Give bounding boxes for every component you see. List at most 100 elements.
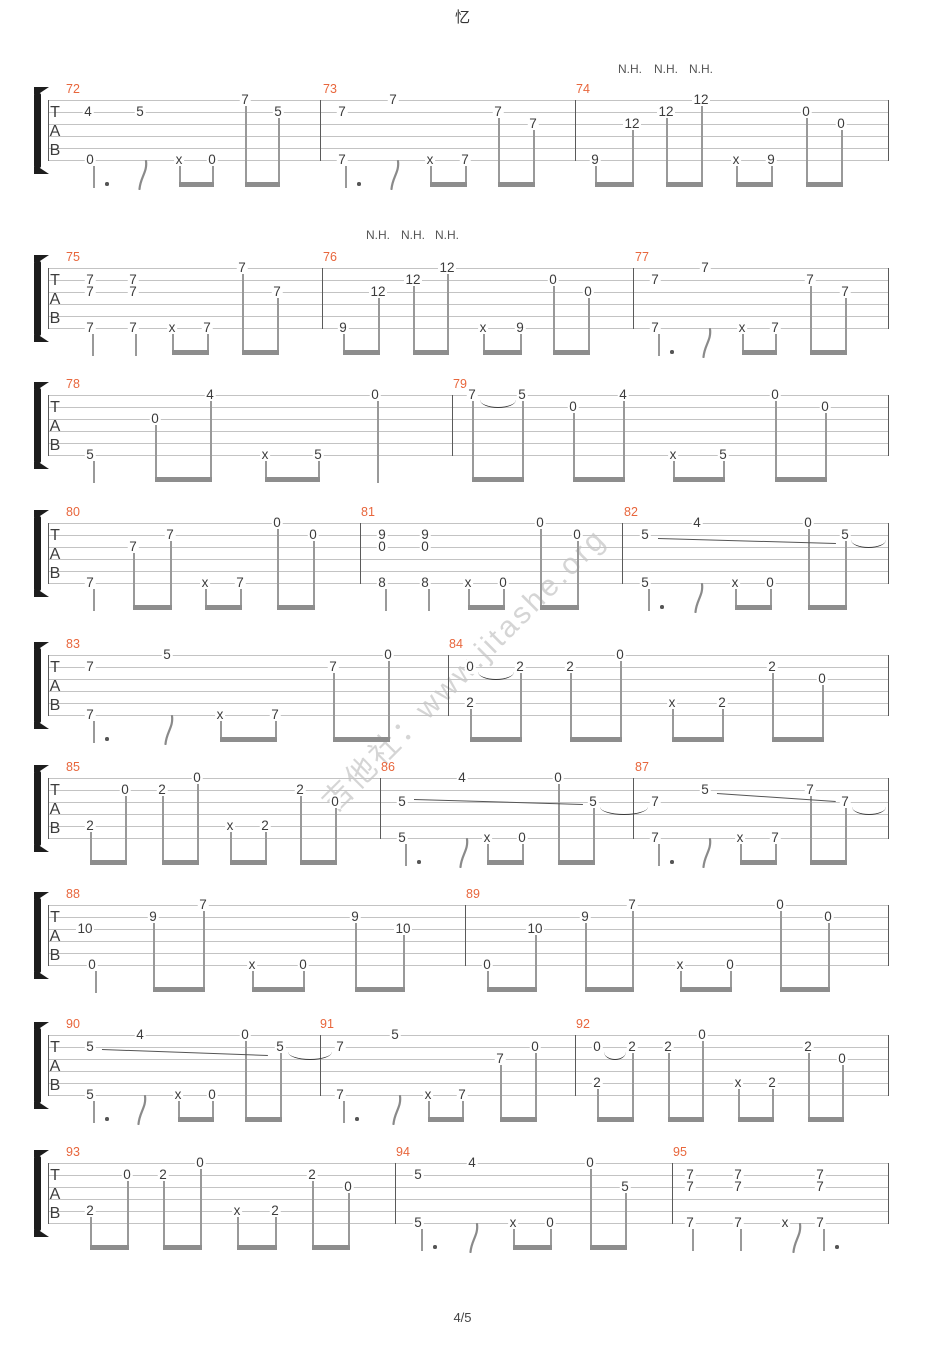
note-stem — [503, 589, 505, 609]
fret-number: 9 — [376, 526, 388, 543]
note-stem — [522, 844, 524, 864]
staff-line — [48, 1083, 888, 1084]
fret-number: 5 — [639, 574, 651, 591]
fret-number: 7 — [334, 1038, 346, 1055]
note-stem — [736, 166, 738, 186]
beam — [810, 860, 847, 865]
system-bracket — [34, 1028, 41, 1103]
note-stem — [680, 971, 682, 991]
note-stem — [303, 971, 305, 991]
note-stem — [220, 721, 222, 741]
beam — [570, 737, 622, 742]
fret-number: 7 — [684, 1214, 696, 1231]
measure-number: 93 — [66, 1145, 80, 1159]
staff-line — [48, 268, 888, 269]
note-stem — [722, 709, 724, 741]
note-stem — [595, 166, 597, 186]
note-stem — [245, 1041, 247, 1121]
note-stem — [333, 673, 335, 741]
note-stem — [658, 844, 660, 866]
tab-clef-letter: B — [49, 1077, 61, 1094]
fret-number: 2 — [716, 694, 728, 711]
note-stem — [345, 166, 347, 188]
fret-number: 4 — [456, 769, 468, 786]
note-stem — [522, 401, 524, 481]
note-stem — [275, 1217, 277, 1249]
dead-note: x — [247, 956, 257, 973]
system-bracket-tip — [34, 1102, 49, 1109]
fret-number: 0 — [239, 1026, 251, 1043]
fret-number: 0 — [567, 398, 579, 415]
fret-number: 7 — [804, 271, 816, 288]
barline — [672, 1163, 673, 1224]
system-bracket-tip — [34, 590, 49, 597]
beam — [810, 350, 847, 355]
beam — [220, 737, 277, 742]
fret-number: 5 — [272, 103, 284, 120]
note-stem — [200, 1169, 202, 1249]
note-stem — [447, 274, 449, 354]
fret-number: 7 — [839, 283, 851, 300]
measure-number: 74 — [576, 82, 590, 96]
eighth-flag — [468, 1222, 480, 1258]
barline — [888, 523, 889, 584]
fret-number: 0 — [835, 115, 847, 132]
fret-number: 4 — [134, 1026, 146, 1043]
staff-line — [48, 571, 888, 572]
note-stem — [172, 334, 174, 354]
beam — [230, 860, 267, 865]
fret-number: 9 — [579, 908, 591, 925]
note-stem — [845, 298, 847, 354]
tab-clef-letter: T — [50, 399, 60, 416]
fret-number: 5 — [699, 781, 711, 798]
staff-line — [48, 455, 888, 456]
note-stem — [210, 401, 212, 481]
note-stem — [127, 1181, 129, 1249]
beam — [300, 860, 337, 865]
fret-number: 0 — [206, 151, 218, 168]
beam — [595, 182, 634, 187]
fret-number: 8 — [419, 574, 431, 591]
measure-number: 72 — [66, 82, 80, 96]
fret-number: 5 — [587, 793, 599, 810]
note-stem — [513, 1229, 515, 1249]
note-stem — [770, 589, 772, 609]
beam — [242, 350, 279, 355]
staff-line — [48, 1175, 888, 1176]
staff-line — [48, 407, 888, 408]
natural-harmonic-label: N.H. — [689, 62, 713, 76]
fret-number: 4 — [466, 1154, 478, 1171]
augmentation-dot — [835, 1245, 839, 1249]
note-stem — [535, 935, 537, 991]
beam — [172, 350, 209, 355]
dead-note: x — [735, 829, 745, 846]
fret-number: 7 — [494, 1050, 506, 1067]
system-bracket — [34, 93, 41, 168]
staff-line — [48, 691, 888, 692]
staff-line — [48, 431, 888, 432]
fret-number: 2 — [259, 817, 271, 834]
dead-note: x — [737, 319, 747, 336]
dead-note: x — [260, 446, 270, 463]
beam — [553, 350, 590, 355]
barline — [395, 1163, 396, 1224]
note-stem — [692, 1229, 694, 1251]
barline — [322, 268, 323, 329]
eighth-flag — [693, 582, 705, 618]
tab-clef-letter: A — [49, 801, 61, 818]
beam — [742, 350, 777, 355]
measure-number: 90 — [66, 1017, 80, 1031]
note-stem — [828, 923, 830, 991]
fret-number: 9 — [349, 908, 361, 925]
fret-number: 7 — [84, 658, 96, 675]
fret-number: 0 — [552, 769, 564, 786]
beam — [470, 737, 522, 742]
note-stem — [348, 1193, 350, 1249]
fret-number: 5 — [619, 1178, 631, 1195]
beam — [540, 605, 579, 610]
fret-number: 5 — [396, 793, 408, 810]
beam — [428, 1117, 464, 1122]
note-stem — [553, 286, 555, 354]
slide-line — [716, 793, 836, 802]
note-stem — [845, 808, 847, 864]
